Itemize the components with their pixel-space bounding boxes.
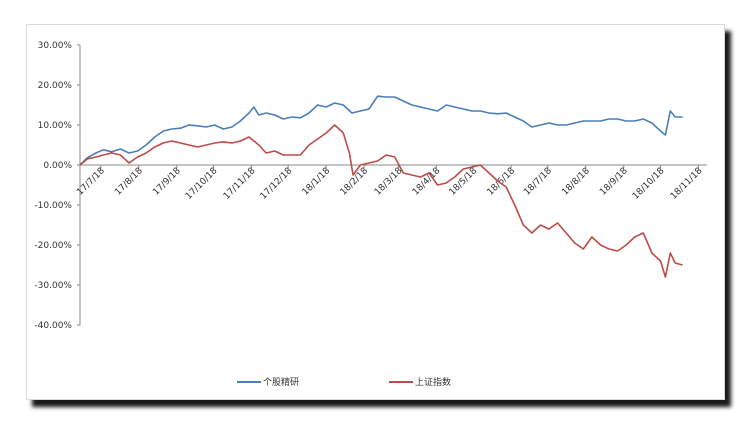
y-tick-label: -10.00% [34,201,72,211]
axes [79,45,707,325]
x-tick-label: 18/11/18 [669,166,705,202]
x-tick-label: 18/9/18 [598,166,630,198]
series-line-stock-research [79,95,683,166]
x-tick-label: 17/9/18 [151,166,183,198]
x-tick-label: 17/8/18 [113,166,145,198]
x-axis-ticks: 17/7/18 17/8/18 17/9/18 17/10/18 17/11/18 17/… [75,165,705,202]
series-lines [79,95,683,278]
x-tick-label: 18/7/18 [522,166,554,198]
x-tick-label: 18/8/18 [560,166,592,198]
x-tick-label: 18/1/18 [301,166,333,198]
x-tick-label: 18/2/18 [339,166,371,198]
x-tick-label: 17/12/18 [259,166,295,202]
y-tick-label: 10.00% [38,121,73,131]
y-tick-label: -30.00% [34,281,72,291]
legend: 个股精研 上证指数 [237,376,451,388]
series-line-shanghai-index [79,124,683,278]
y-tick-label: -40.00% [34,321,72,331]
y-tick-label: -20.00% [34,241,72,251]
y-tick-label: 20.00% [38,81,73,91]
legend-label: 上证指数 [415,376,451,388]
y-tick-label: 0.00% [43,161,72,171]
x-tick-label: 18/10/18 [631,166,667,202]
x-tick-label: 18/6/18 [486,166,518,198]
x-tick-label: 17/11/18 [222,166,258,202]
x-tick-label: 18/3/18 [373,166,405,198]
line-chart: 30.00% 20.00% 10.00% 0.00% -10.00% -20.00% -30… [34,41,707,388]
chart-frame: 30.00% 20.00% 10.00% 0.00% -10.00% -20.00% -30… [26,24,725,400]
legend-label: 个股精研 [263,376,299,388]
y-tick-label: 30.00% [38,41,73,51]
y-axis-ticks: 30.00% 20.00% 10.00% 0.00% -10.00% -20.00% -30… [34,41,80,331]
x-tick-label: 18/5/18 [448,166,480,198]
x-tick-label: 18/4/18 [411,166,443,198]
x-tick-label: 17/10/18 [184,166,220,202]
